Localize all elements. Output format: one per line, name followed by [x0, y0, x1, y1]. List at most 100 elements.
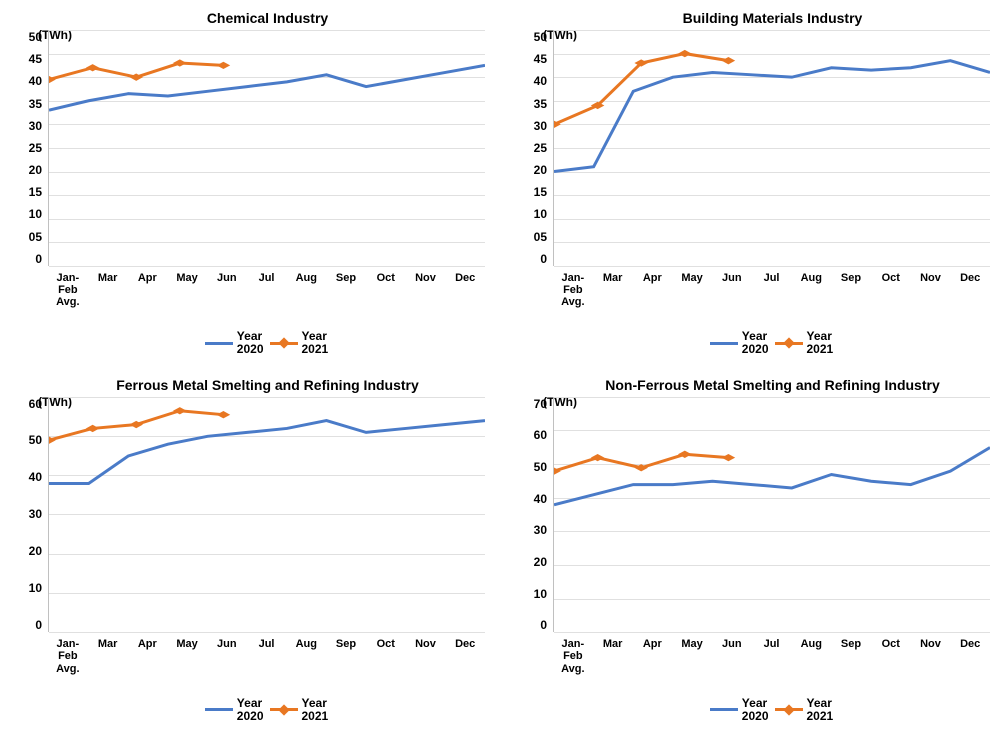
x-tick: Mar [593, 272, 633, 308]
x-tick: Apr [632, 272, 672, 308]
series-line-series2020 [554, 61, 990, 172]
y-axis: 504540353025201510050 [10, 30, 48, 266]
x-tick: Sep [831, 638, 871, 674]
x-tick: Jan-FebAvg. [553, 638, 593, 674]
x-tick: Jun [207, 272, 247, 308]
y-tick: 20 [534, 555, 547, 569]
legend-item: Year2021 [775, 330, 834, 356]
legend-label: Year2021 [807, 330, 834, 356]
x-tick: Dec [950, 272, 990, 308]
legend-swatch [205, 342, 233, 345]
y-tick: 30 [29, 119, 42, 133]
x-tick: Nov [406, 638, 446, 674]
x-tick: Jun [712, 638, 752, 674]
y-tick: 10 [29, 581, 42, 595]
x-tick: Aug [286, 272, 326, 308]
y-tick: 10 [29, 207, 42, 221]
y-tick: 45 [534, 52, 547, 66]
gridline [49, 632, 485, 633]
chart-ferrous: Ferrous Metal Smelting and Refining Indu… [10, 377, 485, 724]
x-tick: Aug [791, 638, 831, 674]
y-tick: 40 [29, 74, 42, 88]
legend: Year2020 Year2021 [515, 330, 990, 356]
x-tick: Jul [247, 272, 287, 308]
x-tick: May [672, 272, 712, 308]
legend-swatch [775, 708, 803, 711]
legend-item: Year2020 [205, 697, 264, 723]
x-tick: Oct [366, 272, 406, 308]
y-tick: 30 [29, 507, 42, 521]
y-tick: 25 [29, 141, 42, 155]
x-tick: Sep [831, 272, 871, 308]
y-tick: 40 [29, 470, 42, 484]
series-marker [722, 57, 736, 64]
x-tick: May [167, 638, 207, 674]
charts-grid: Chemical Industry(TWh)504540353025201510… [10, 10, 990, 723]
y-tick: 0 [35, 618, 42, 632]
x-tick: Dec [445, 272, 485, 308]
x-tick: Oct [366, 638, 406, 674]
x-tick: Mar [88, 638, 128, 674]
y-tick: 50 [29, 433, 42, 447]
x-tick: Jan-FebAvg. [48, 638, 88, 674]
x-tick: Jun [207, 638, 247, 674]
x-tick: Sep [326, 638, 366, 674]
legend-marker-icon [278, 338, 289, 349]
x-tick: Nov [911, 638, 951, 674]
x-tick: Jan-FebAvg. [48, 272, 88, 308]
gridline [49, 266, 485, 267]
legend-label: Year2020 [237, 330, 264, 356]
legend: Year2020Year2021 [10, 697, 485, 723]
y-axis: 6050403020100 [10, 397, 48, 633]
plot-region [48, 397, 485, 633]
x-tick: Mar [593, 638, 633, 674]
legend-swatch [710, 708, 738, 711]
x-tick: Apr [127, 638, 167, 674]
legend-item: Year2020 [710, 697, 769, 723]
legend-item: Year2020 [205, 330, 264, 356]
plot-area: 504540353025201510050 [515, 30, 990, 266]
plot-area: 6050403020100 [10, 397, 485, 633]
x-tick: Aug [286, 638, 326, 674]
series-marker [217, 62, 231, 69]
series-line-series2020 [49, 420, 485, 483]
legend-label: Year2020 [742, 330, 769, 356]
legend-item: Year2021 [270, 330, 329, 356]
y-tick: 05 [29, 230, 42, 244]
chart-nonferrous: Non-Ferrous Metal Smelting and Refining … [515, 377, 990, 724]
series-line-series2020 [554, 447, 990, 504]
y-tick: 0 [35, 252, 42, 266]
legend-swatch [270, 342, 298, 345]
x-tick: Nov [911, 272, 951, 308]
y-tick: 60 [534, 428, 547, 442]
y-tick: 0 [540, 618, 547, 632]
x-tick: Oct [871, 272, 911, 308]
plot-area: 504540353025201510050 [10, 30, 485, 266]
legend-item: Year2020 [710, 330, 769, 356]
y-tick: 0 [540, 252, 547, 266]
legend-label: Year2021 [807, 697, 834, 723]
plot-region [553, 30, 990, 266]
y-tick: 45 [29, 52, 42, 66]
legend-label: Year2021 [302, 330, 329, 356]
chart-chemical: Chemical Industry(TWh)504540353025201510… [10, 10, 485, 357]
x-tick: Oct [871, 638, 911, 674]
y-tick: 35 [534, 97, 547, 111]
x-tick: May [167, 272, 207, 308]
series-marker [722, 453, 736, 460]
x-tick: Mar [88, 272, 128, 308]
y-tick: 20 [29, 163, 42, 177]
x-tick: Nov [406, 272, 446, 308]
legend: Year2020 Year2021 [10, 330, 485, 356]
plot-region [48, 30, 485, 266]
gridline [554, 632, 990, 633]
legend-label: Year2020 [237, 697, 264, 723]
plot-region [553, 397, 990, 633]
x-tick: Apr [127, 272, 167, 308]
y-tick: 10 [534, 207, 547, 221]
series-marker [217, 411, 231, 418]
legend-swatch [205, 708, 233, 711]
y-tick: 35 [29, 97, 42, 111]
legend-marker-icon [783, 704, 794, 715]
x-tick: Dec [950, 638, 990, 674]
